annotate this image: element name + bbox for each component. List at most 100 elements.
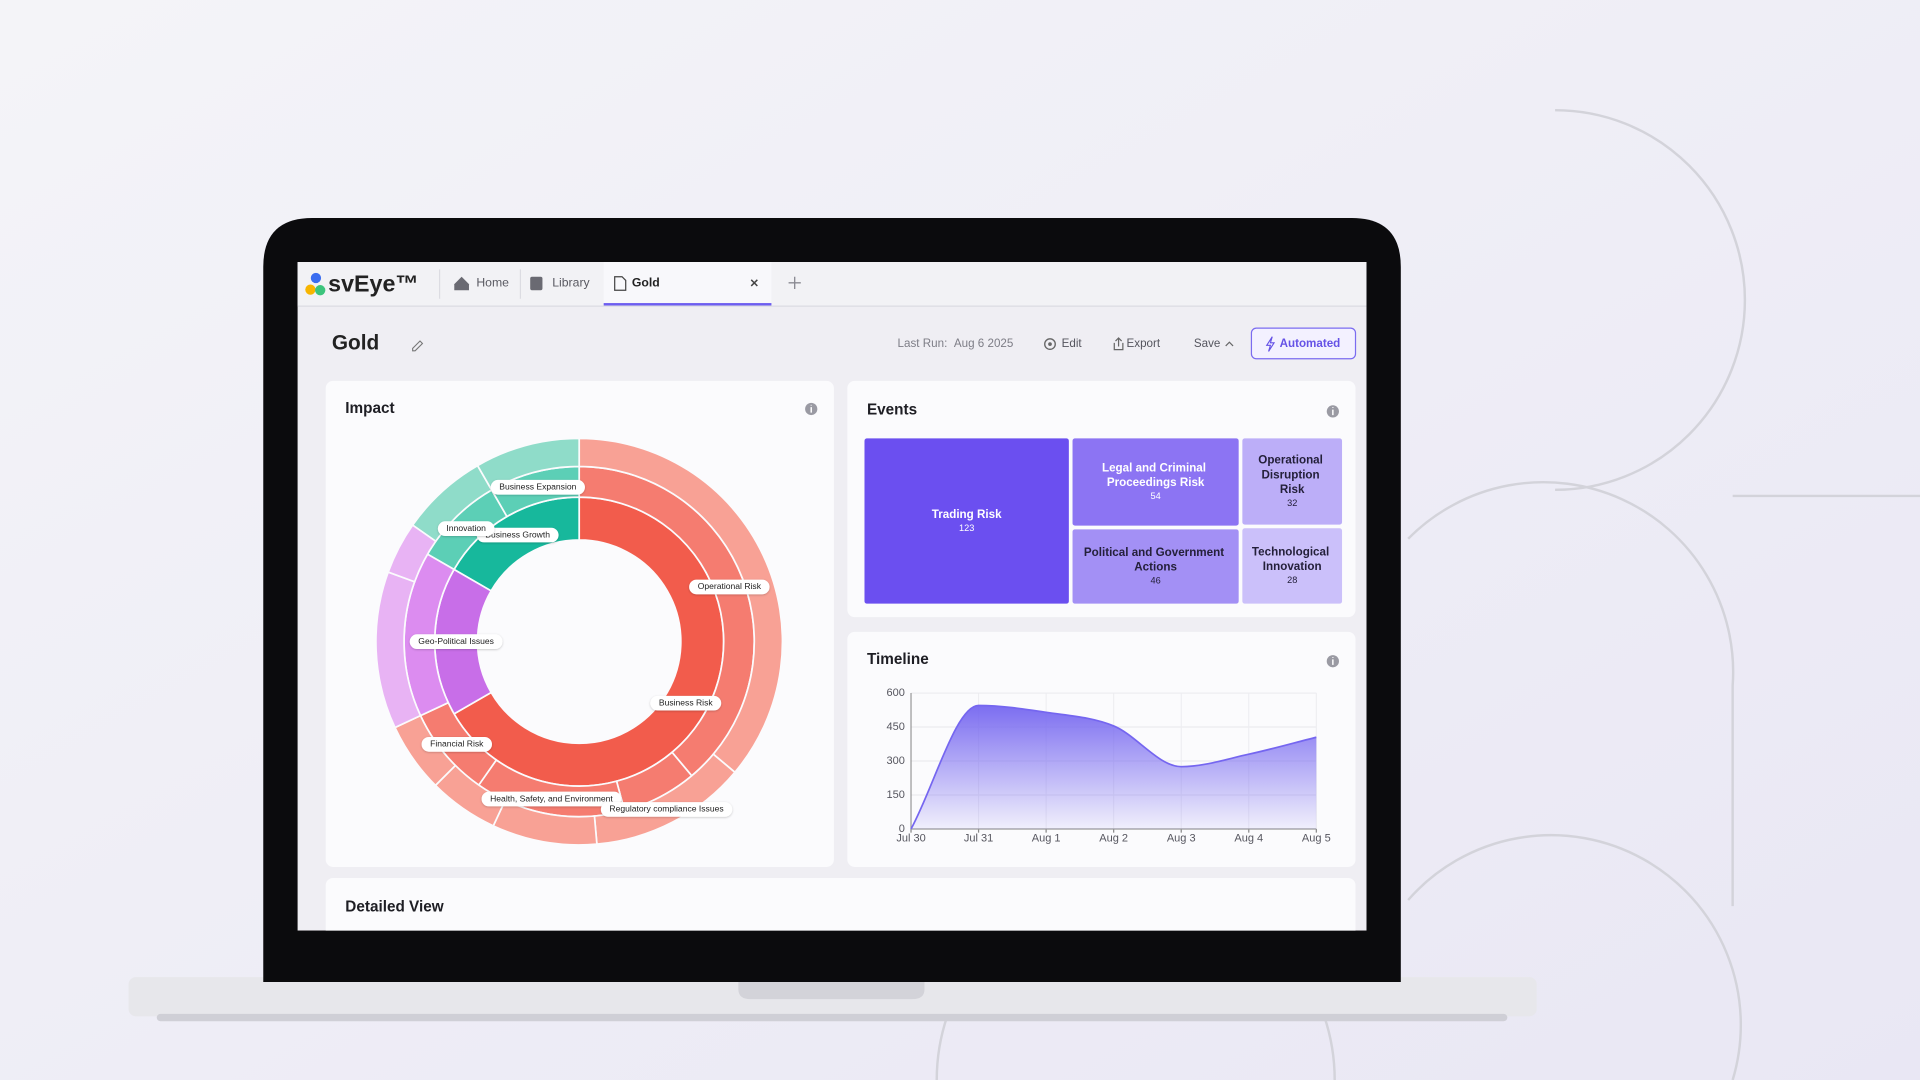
segment-label: Health, Safety, and Environment	[481, 791, 622, 807]
logo-dot	[310, 272, 322, 284]
logo-text: svEye™	[328, 270, 418, 296]
gear-icon-center	[1048, 342, 1052, 346]
label-pill	[650, 695, 722, 711]
label-pill	[600, 802, 733, 817]
logo-dot	[305, 284, 316, 295]
x-tick-label: Aug 3	[1167, 833, 1196, 845]
chevron-icon	[1225, 341, 1234, 347]
label-text: Financial Risk	[430, 739, 484, 749]
info-icon[interactable]	[805, 402, 818, 416]
top-bar	[297, 262, 1367, 307]
label-text: Business Expansion	[499, 482, 576, 492]
cell-label-line: Technological	[1252, 546, 1333, 559]
cell-label-line: Actions	[1134, 561, 1177, 574]
logo-dot	[315, 285, 326, 296]
save-button[interactable]: Save	[1194, 337, 1234, 350]
edit-button[interactable]: Edit	[1044, 337, 1083, 351]
arc	[1407, 481, 1735, 907]
panel-title: Events	[867, 401, 917, 418]
x-tick-label: Aug 2	[1099, 833, 1128, 845]
button-label: Export	[1127, 337, 1161, 350]
label-pill	[421, 737, 492, 752]
label-text: Geo-Political Issues	[418, 636, 494, 646]
y-tick-label: 300	[887, 755, 905, 767]
label-pill	[689, 579, 770, 595]
laptop-base-edge	[156, 1013, 1508, 1022]
segment-label: Geo-Political Issues	[409, 634, 503, 649]
new-tab-icon[interactable]	[788, 276, 801, 289]
tab-label: Gold	[632, 276, 660, 290]
bolt-icon	[1265, 336, 1276, 352]
tab-underline	[603, 303, 772, 306]
cell-label-line: Political and Government	[1084, 546, 1227, 559]
gear-icon	[1044, 338, 1056, 351]
cell-label: Legal and Criminal Proceedings Risk	[1102, 462, 1209, 490]
edit-title-icon[interactable]	[412, 340, 424, 352]
panel-title: Timeline	[867, 651, 929, 668]
arc	[1407, 833, 1743, 1080]
cell-value: 28	[1287, 575, 1297, 585]
area-line	[910, 704, 1317, 830]
segment-label: Innovation	[437, 521, 495, 536]
laptop-notch	[738, 982, 925, 1000]
label-pill	[490, 479, 585, 495]
label-pill	[476, 527, 559, 543]
panel-title: Impact	[345, 400, 394, 417]
area	[911, 705, 1317, 829]
info-icon[interactable]	[1326, 405, 1339, 418]
cell-label: Political and Government Actions	[1084, 546, 1227, 574]
automated-button[interactable]: Automated	[1250, 327, 1357, 360]
x-tick-label: Aug 5	[1302, 833, 1331, 845]
treemap-cell	[1242, 438, 1343, 525]
treemap-cell	[1072, 529, 1239, 604]
segment-label: Business Risk	[650, 695, 722, 711]
label-text: Operational Risk	[698, 581, 762, 591]
button-frame	[1250, 327, 1357, 360]
cell-label: Trading Risk	[932, 508, 1002, 521]
app: svEye™ Home Library Gold Gold Last Run: …	[297, 262, 1367, 931]
export-icon	[1113, 337, 1124, 351]
tab[interactable]: Library	[530, 276, 591, 291]
info-icon[interactable]	[1326, 655, 1339, 668]
cell-label-line: Risk	[1280, 483, 1305, 496]
logo[interactable]: svEye™	[305, 270, 419, 296]
home-icon	[454, 276, 469, 291]
y-tick-label: 450	[887, 721, 905, 733]
detailed-view-panel	[325, 877, 1356, 931]
x-tick-label: Jul 31	[964, 833, 993, 845]
tab-background	[603, 262, 772, 305]
segment-label: Regulatory compliance Issues	[600, 802, 733, 817]
button-label: Automated	[1280, 337, 1341, 350]
button-label: Edit	[1062, 337, 1083, 350]
close-icon[interactable]	[750, 279, 758, 287]
tab[interactable]: Home	[454, 276, 509, 291]
cell-label-line: Disruption	[1262, 468, 1323, 481]
panel-title: Detailed View	[345, 898, 443, 915]
label-text: Business Growth	[485, 529, 550, 539]
segment-label: Business Expansion	[490, 479, 585, 495]
label-text: Health, Safety, and Environment	[490, 793, 613, 803]
tab-label: Home	[476, 276, 509, 290]
label-text: Innovation	[446, 523, 486, 533]
cell-label: Operational Disruption Risk	[1258, 454, 1326, 496]
arc	[1555, 108, 1747, 492]
cell-value: 46	[1151, 576, 1161, 586]
x-tick-label: Aug 1	[1032, 833, 1061, 845]
cell-value: 54	[1151, 491, 1161, 501]
y-tick-label: 150	[887, 789, 905, 801]
button-label: Save	[1194, 337, 1221, 350]
cell-value: 123	[959, 523, 974, 533]
label-text: Business Risk	[659, 697, 713, 707]
label-pill	[409, 634, 503, 649]
tab-active[interactable]: Gold	[603, 262, 772, 306]
treemap-cell	[864, 438, 1069, 604]
export-button[interactable]: Export	[1113, 337, 1161, 351]
page-title: Gold	[332, 332, 379, 355]
cell-label-line: Operational	[1258, 454, 1326, 467]
cell-label: Technological Innovation	[1252, 546, 1333, 574]
last-run-date: Aug 6 2025	[954, 337, 1013, 350]
treemap-cell	[1072, 438, 1239, 526]
